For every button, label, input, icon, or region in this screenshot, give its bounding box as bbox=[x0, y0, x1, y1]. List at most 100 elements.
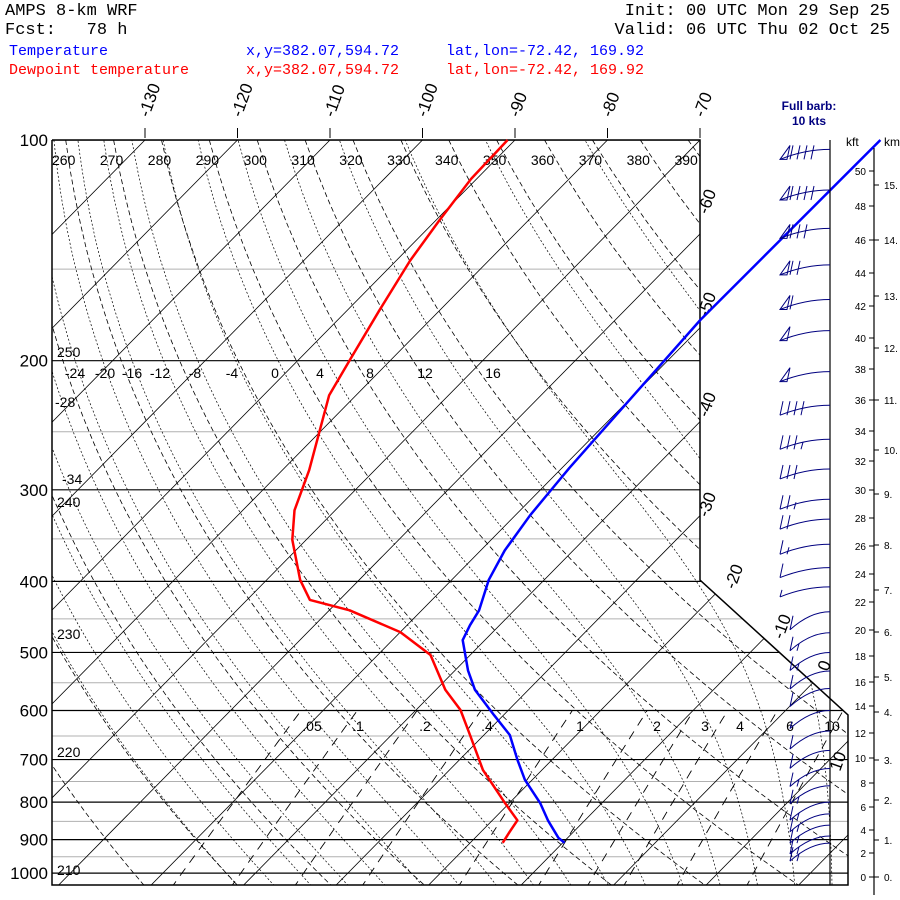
wind-barb-staff bbox=[779, 498, 831, 510]
moist-adiabat-label: -24 bbox=[65, 365, 85, 381]
moist-adiabat bbox=[404, 140, 796, 885]
wind-full-barb bbox=[789, 817, 794, 832]
mixing-ratio-line bbox=[170, 710, 302, 885]
dry-adiabat bbox=[161, 140, 711, 885]
km-label: 14. bbox=[884, 236, 898, 247]
wind-barb bbox=[789, 709, 831, 729]
mixing-ratio-line bbox=[536, 710, 648, 885]
mixing-ratio-label: 1 bbox=[576, 718, 584, 734]
wind-barb bbox=[789, 801, 831, 821]
kft-label: 22 bbox=[855, 598, 867, 609]
wind-half-barb bbox=[796, 812, 800, 821]
legend-temperature-xy: x,y=382.07,594.72 bbox=[246, 43, 400, 60]
wind-barb bbox=[789, 842, 831, 862]
wind-full-barb bbox=[810, 145, 815, 160]
wind-barb-staff bbox=[789, 709, 831, 729]
wind-barb-staff bbox=[789, 842, 831, 862]
wind-full-barb bbox=[789, 692, 794, 707]
wind-barb-staff bbox=[779, 518, 831, 530]
dry-adiabat bbox=[113, 140, 617, 885]
isotherm bbox=[147, 140, 848, 885]
wind-full-barb bbox=[789, 754, 794, 769]
dry-adiabat bbox=[880, 140, 900, 889]
wind-full-barb bbox=[789, 734, 794, 750]
wind-barb-staff bbox=[779, 567, 831, 579]
km-label: 8. bbox=[884, 541, 892, 552]
isotherm-label: -110 bbox=[320, 82, 349, 119]
wind-barb bbox=[789, 768, 831, 787]
wind-barb-staff bbox=[789, 611, 831, 631]
moist-adiabat-label: -12 bbox=[150, 365, 170, 381]
wind-full-barb bbox=[789, 656, 794, 671]
wind-barb-staff bbox=[789, 749, 831, 769]
theta-label: 300 bbox=[244, 152, 268, 168]
dry-adiabat bbox=[735, 140, 848, 885]
moist-adiabat bbox=[131, 140, 574, 885]
kft-label: 14 bbox=[855, 702, 867, 713]
wind-barb bbox=[779, 185, 831, 201]
pressure-label: 100 bbox=[20, 131, 48, 150]
wind-pennant bbox=[779, 326, 791, 342]
wind-half-barb bbox=[779, 589, 783, 598]
moist-adiabat-label: -8 bbox=[189, 365, 202, 381]
wind-full-barb bbox=[796, 185, 801, 201]
wind-barb-staff bbox=[779, 330, 831, 342]
theta-label: 280 bbox=[148, 152, 172, 168]
wind-full-barb bbox=[789, 295, 794, 310]
wind-full-barb bbox=[789, 847, 794, 862]
theta-label: 340 bbox=[435, 152, 459, 168]
dry-adiabat bbox=[52, 140, 335, 885]
theta-label: 240 bbox=[57, 494, 81, 510]
kft-label: 48 bbox=[855, 202, 867, 213]
isotherm bbox=[52, 140, 701, 885]
wind-half-barb bbox=[796, 835, 800, 844]
wind-half-barb bbox=[796, 663, 800, 671]
dry-adiabat bbox=[592, 140, 848, 885]
moist-adiabat bbox=[866, 140, 900, 889]
wind-barb-staff bbox=[789, 835, 831, 855]
moist-adiabat bbox=[52, 140, 241, 885]
dry-adiabat bbox=[544, 140, 848, 885]
wind-half-barb bbox=[796, 846, 800, 855]
mixing-ratio-line bbox=[744, 710, 844, 885]
kft-label: 28 bbox=[855, 514, 867, 525]
wind-barb bbox=[779, 563, 831, 579]
wind-pennant bbox=[779, 260, 791, 276]
km-label: 3. bbox=[884, 756, 892, 767]
pressure-label: 500 bbox=[20, 643, 48, 662]
wind-full-barb bbox=[779, 540, 784, 555]
wind-barb bbox=[779, 495, 831, 510]
moist-adiabat bbox=[52, 140, 315, 885]
km-label: 13. bbox=[884, 292, 898, 303]
mixing-ratio-label: 3 bbox=[701, 718, 709, 734]
kft-label: 26 bbox=[855, 542, 867, 553]
wind-barb-staff bbox=[789, 813, 831, 833]
kft-label: 0 bbox=[860, 873, 866, 884]
mixing-ratio-label: 10 bbox=[824, 718, 840, 734]
mixing-ratio-line bbox=[674, 710, 778, 885]
legend-temperature-latlon: lat,lon=-72.42, 169.92 bbox=[446, 43, 645, 60]
mixing-ratio-line bbox=[292, 710, 418, 885]
dry-adiabat bbox=[448, 140, 848, 885]
wind-half-barb bbox=[793, 502, 797, 510]
pressure-label: 600 bbox=[20, 701, 48, 720]
wind-full-barb bbox=[789, 839, 794, 855]
wind-full-barb bbox=[786, 435, 791, 450]
kft-label: 42 bbox=[855, 302, 867, 313]
kft-label: 34 bbox=[855, 427, 867, 438]
theta-label: 380 bbox=[627, 152, 651, 168]
wind-pennant bbox=[779, 224, 791, 239]
wind-barb bbox=[789, 688, 831, 707]
legend-temperature-label: Temperature bbox=[9, 43, 109, 60]
kft-title: kft bbox=[846, 135, 859, 149]
wind-full-barb bbox=[803, 185, 808, 201]
dry-adiabat bbox=[687, 140, 848, 885]
dry-adiabat bbox=[52, 140, 54, 885]
isotherm-label: -130 bbox=[135, 81, 164, 119]
kft-label: 30 bbox=[855, 486, 867, 497]
kft-label: 4 bbox=[860, 826, 866, 837]
legend-dewpoint-latlon: lat,lon=-72.42, 169.92 bbox=[446, 62, 645, 79]
moist-adiabat bbox=[162, 140, 611, 885]
theta-label: 370 bbox=[579, 152, 603, 168]
wind-barb bbox=[779, 586, 831, 598]
